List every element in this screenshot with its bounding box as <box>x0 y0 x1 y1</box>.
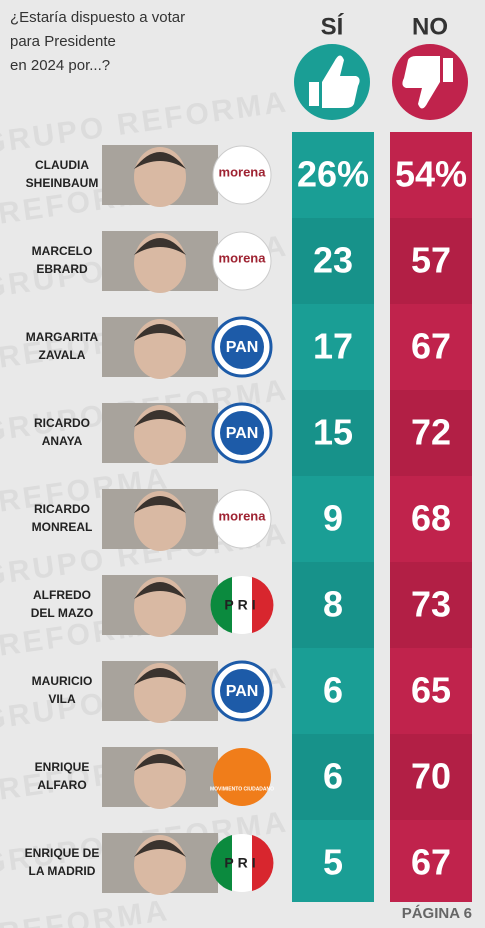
party-logo <box>213 748 271 806</box>
no-value: 67 <box>411 326 451 367</box>
candidate-name: DEL MAZO <box>31 606 93 620</box>
party-logo-inner <box>220 325 264 369</box>
candidate-name: RICARDO <box>34 502 90 516</box>
thumb-up-icon <box>294 44 370 120</box>
candidate-name: ENRIQUE DE <box>25 846 100 860</box>
candidate-name: SHEINBAUM <box>26 176 99 190</box>
party-label: PAN <box>226 339 259 356</box>
party-logo <box>212 145 272 205</box>
no-value: 67 <box>411 842 451 883</box>
yes-value: 9 <box>323 498 343 539</box>
hair <box>134 840 186 857</box>
party-green <box>210 577 232 633</box>
yes-value: 15 <box>313 412 353 453</box>
party-green <box>210 835 232 891</box>
row: MAURICIO VILA PAN 6 65 <box>32 660 451 723</box>
no-value: 70 <box>411 756 451 797</box>
row: ALFREDO DEL MAZO PRI 8 73 <box>31 562 472 648</box>
party-logo <box>212 231 272 291</box>
thumb-down-icon <box>392 44 468 120</box>
party-label: PRI <box>224 855 259 871</box>
row: MARGARITA ZAVALA PAN 17 67 <box>26 316 451 379</box>
row: RICARDO ANAYA PAN 15 72 <box>34 390 472 476</box>
party-red <box>252 835 274 891</box>
hair <box>134 496 186 513</box>
row-shade <box>292 734 374 820</box>
no-value: 57 <box>411 240 451 281</box>
yes-value: 17 <box>313 326 353 367</box>
question: en 2024 por...? <box>10 57 110 74</box>
hair <box>134 668 186 685</box>
no-value: 72 <box>411 412 451 453</box>
yes-header: SÍ <box>321 12 345 40</box>
no-header: NO <box>412 13 448 40</box>
party-label: morena <box>219 508 267 523</box>
yes-value: 6 <box>323 756 343 797</box>
question: para Presidente <box>10 33 116 50</box>
hair <box>134 754 186 771</box>
candidate-name: ANAYA <box>42 434 83 448</box>
party-label: MOVIMIENTO CIUDADANO <box>210 786 274 792</box>
candidate-name: ALFARO <box>37 778 86 792</box>
page-footer: PÁGINA 6 <box>402 905 472 922</box>
party-label: PRI <box>224 597 259 613</box>
yes-value: 23 <box>313 240 353 281</box>
party-label: morena <box>219 164 267 179</box>
hair <box>134 410 186 427</box>
candidate-name: VILA <box>48 692 76 706</box>
hair <box>134 238 186 255</box>
party-logo-inner <box>220 411 264 455</box>
candidate-name: EBRARD <box>36 262 88 276</box>
row: ENRIQUE DE LA MADRID PRI 5 67 <box>25 833 451 895</box>
hair <box>134 324 186 341</box>
row: RICARDO MONREAL morena 9 68 <box>32 489 451 551</box>
row-shade <box>390 218 472 304</box>
row: MARCELO EBRARD morena 23 57 <box>32 218 472 304</box>
yes-value: 5 <box>323 842 343 883</box>
row-shade <box>390 734 472 820</box>
hair <box>134 152 186 169</box>
row-shade <box>390 562 472 648</box>
party-label: morena <box>219 250 267 265</box>
party-logo <box>212 489 272 549</box>
question: ¿Estaría dispuesto a votar <box>10 9 185 26</box>
candidate-name: ZAVALA <box>39 348 86 362</box>
candidate-name: MARGARITA <box>26 330 99 344</box>
candidate-name: RICARDO <box>34 416 90 430</box>
no-value: 54% <box>395 154 467 195</box>
yes-value: 26% <box>297 154 369 195</box>
party-label: PAN <box>226 425 259 442</box>
row-shade <box>292 562 374 648</box>
no-value: 68 <box>411 498 451 539</box>
candidate-name: CLAUDIA <box>35 158 89 172</box>
row-shade <box>292 218 374 304</box>
candidate-name: MAURICIO <box>32 674 93 688</box>
candidate-name: ALFREDO <box>33 588 91 602</box>
row: CLAUDIA SHEINBAUM morena 26% 54% <box>26 145 467 207</box>
candidate-name: ENRIQUE <box>35 760 90 774</box>
yes-value: 8 <box>323 584 343 625</box>
row: ENRIQUE ALFARO MOVIMIENTO CIUDADANO 6 70 <box>35 734 472 820</box>
party-label: PAN <box>226 683 259 700</box>
yes-value: 6 <box>323 670 343 711</box>
row-shade <box>390 390 472 476</box>
candidate-name: MONREAL <box>32 520 93 534</box>
party-red <box>252 577 274 633</box>
row-shade <box>292 390 374 476</box>
no-value: 65 <box>411 670 451 711</box>
no-value: 73 <box>411 584 451 625</box>
candidate-name: MARCELO <box>32 244 93 258</box>
party-logo-inner <box>220 669 264 713</box>
candidate-name: LA MADRID <box>29 864 96 878</box>
hair <box>134 582 186 599</box>
